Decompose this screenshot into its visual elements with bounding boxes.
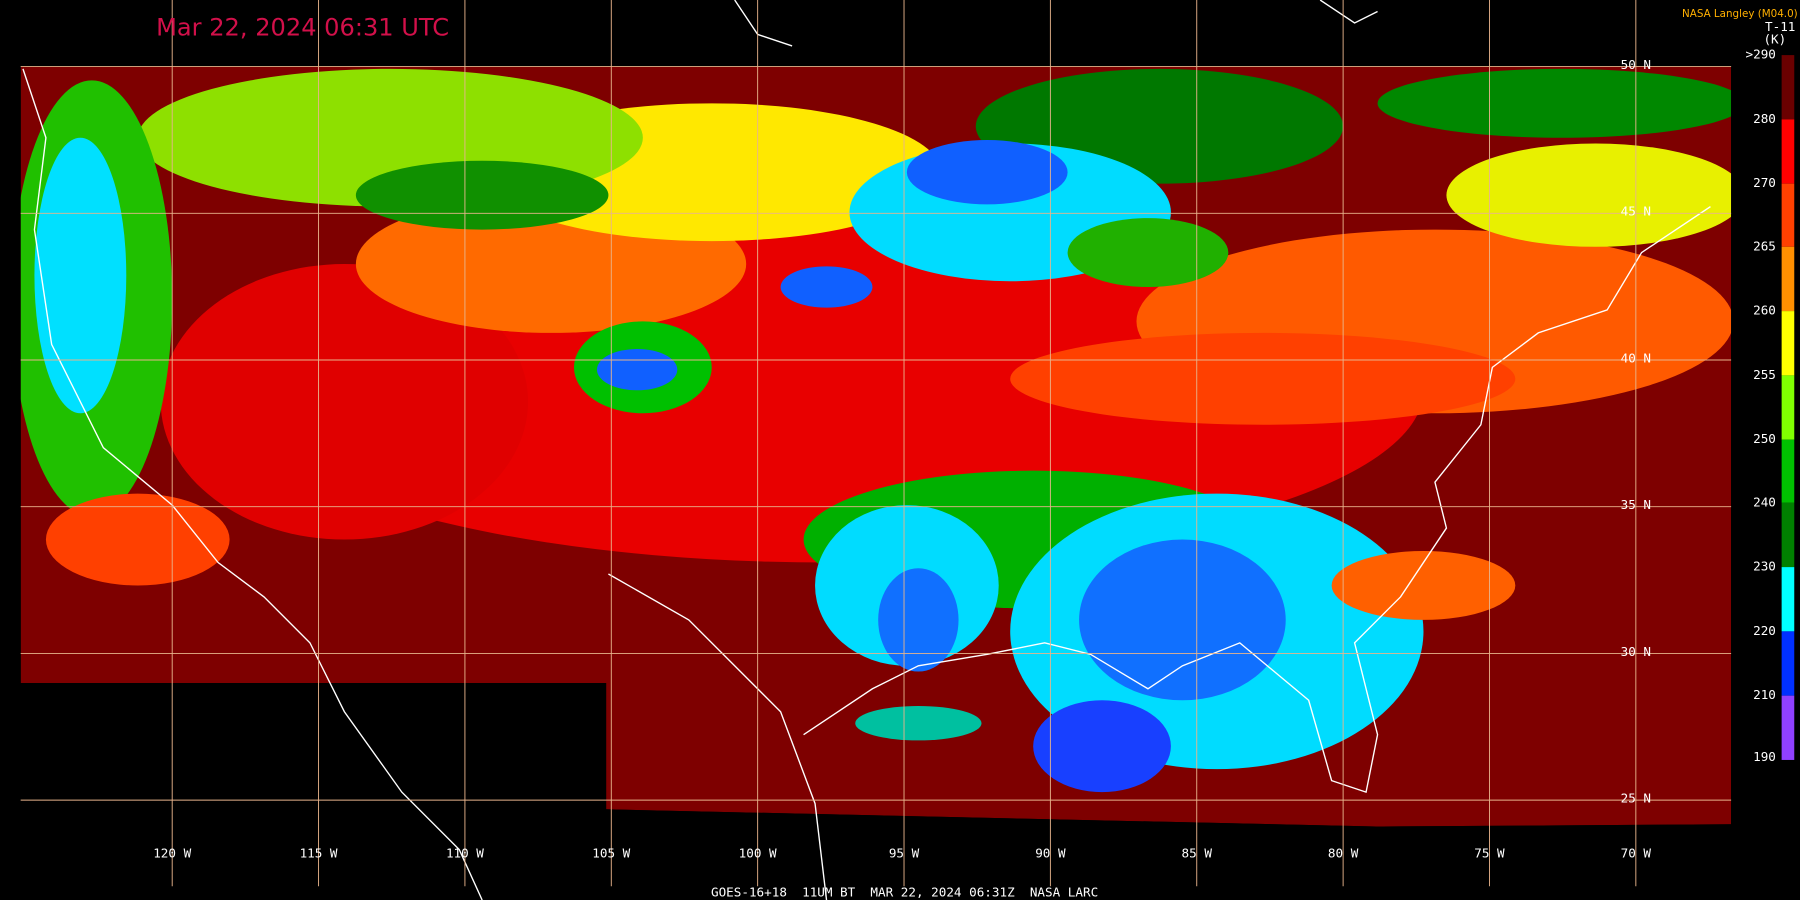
longitude-label: 110 W <box>446 846 484 861</box>
colorbar-label: 255 <box>1753 367 1776 382</box>
colorbar-label: 230 <box>1753 559 1776 574</box>
longitude-label: 85 W <box>1182 846 1213 861</box>
footer-caption: GOES-16+18 11UM BT MAR 22, 2024 06:31Z N… <box>711 885 1098 900</box>
longitude-label: 80 W <box>1328 846 1359 861</box>
credit: NASA Langley (M04.0) <box>1682 8 1798 20</box>
imagery <box>20 66 1732 827</box>
colorbar-unit: (K) <box>1763 32 1786 47</box>
longitude-label: 70 W <box>1621 846 1652 861</box>
colorbar-labels: >290 280 270 265 260 255 250 240 230 220 210 190 <box>1746 47 1776 765</box>
longitude-label: 100 W <box>739 846 777 861</box>
longitude-label: 105 W <box>592 846 630 861</box>
timestamp-title: Mar 22, 2024 06:31 UTC <box>156 14 449 42</box>
colorbar-label: 210 <box>1753 687 1776 702</box>
colorbar-label: 240 <box>1753 494 1776 509</box>
colorbar-label: 280 <box>1753 111 1776 126</box>
longitude-label: 120 W <box>153 846 191 861</box>
colorbar-label: 265 <box>1753 238 1776 253</box>
colorbar-label: 220 <box>1753 623 1776 638</box>
colorbar-label: >290 <box>1746 47 1776 62</box>
colorbar-label: 190 <box>1753 749 1776 764</box>
colorbar-label: 250 <box>1753 431 1776 446</box>
colorbar-product: T-11 <box>1765 19 1795 34</box>
colorbar-label: 270 <box>1753 175 1776 190</box>
longitude-label: 95 W <box>889 846 920 861</box>
longitude-label: 90 W <box>1035 846 1066 861</box>
longitude-label: 115 W <box>300 846 338 861</box>
colorbar <box>1781 55 1795 760</box>
longitude-label: 75 W <box>1474 846 1505 861</box>
colorbar-label: 260 <box>1753 303 1776 318</box>
coastlines <box>22 0 1711 900</box>
